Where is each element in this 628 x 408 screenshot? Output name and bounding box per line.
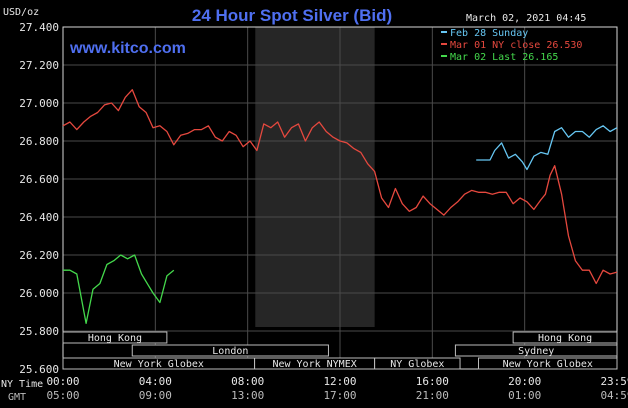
session-label: New York NYMEX — [272, 359, 356, 370]
y-axis: 27.400 27.200 27.000 26.800 26.600 26.400 26.2… — [19, 21, 59, 376]
session-label: Hong Kong — [88, 333, 142, 344]
session-label: Hong Kong — [538, 333, 592, 344]
session-bar — [512, 331, 618, 344]
x-tick-label: 23:59 — [600, 375, 628, 388]
y-tick-label: 25.800 — [19, 325, 59, 338]
x-tick-label: 20:00 — [508, 375, 541, 388]
x-tick-label: 16:00 — [416, 375, 449, 388]
x-tick-label: 00:00 — [46, 375, 79, 388]
x-tick-label-gmt: 01:00 — [508, 389, 541, 402]
series-line — [63, 254, 175, 325]
series-line — [62, 89, 618, 285]
session-label: New York Globex — [503, 359, 593, 370]
x-tick-label: 04:00 — [139, 375, 172, 388]
session-bar — [478, 357, 618, 370]
session-label: London — [212, 346, 248, 357]
y-tick-label: 26.600 — [19, 173, 59, 186]
legend-entry: Mar 01 NY close 26.530 — [450, 40, 582, 51]
session-bar — [374, 357, 461, 370]
date-label: March 02, 2021 04:45 — [466, 13, 586, 24]
y-tick-label: 25.600 — [19, 363, 59, 376]
session-label: Sydney — [518, 346, 554, 357]
y-tick-label: 26.400 — [19, 211, 59, 224]
y-tick-label: 26.800 — [19, 135, 59, 148]
legend-entry: Feb 28 Sunday — [450, 28, 528, 39]
session-label: New York Globex — [114, 359, 204, 370]
nymex-shaded-region — [255, 27, 375, 327]
chart-title: 24 Hour Spot Silver (Bid) — [192, 6, 392, 25]
y-tick-label: 26.200 — [19, 249, 59, 262]
series-lines — [62, 89, 618, 325]
series-line — [476, 125, 618, 171]
x-tick-label-gmt: 21:00 — [416, 389, 449, 402]
x-tick-label-gmt: 04:59 — [600, 389, 628, 402]
x-tick-label: 12:00 — [323, 375, 356, 388]
session-bars: Hong Kong London New York Globex New York N… — [62, 331, 618, 370]
x-tick-label-gmt: 13:00 — [231, 389, 264, 402]
session-bar — [454, 344, 618, 357]
y-tick-label: 26.000 — [19, 287, 59, 300]
session-label: NY Globex — [390, 359, 444, 370]
x-row1-label: NY Time — [1, 379, 43, 390]
brand-link[interactable]: www.kitco.com — [69, 40, 186, 57]
y-tick-label: 27.400 — [19, 21, 59, 34]
x-row2-label: GMT — [8, 392, 26, 403]
x-tick-label-gmt: 17:00 — [323, 389, 356, 402]
x-tick-label: 08:00 — [231, 375, 264, 388]
x-tick-label-gmt: 09:00 — [139, 389, 172, 402]
session-bar — [131, 344, 329, 357]
y-unit-label: USD/oz — [3, 7, 39, 18]
session-bar — [62, 331, 168, 344]
legend-entry: Mar 02 Last 26.165 — [450, 52, 558, 63]
y-tick-label: 27.000 — [19, 97, 59, 110]
y-tick-label: 27.200 — [19, 59, 59, 72]
x-tick-label-gmt: 05:00 — [46, 389, 79, 402]
